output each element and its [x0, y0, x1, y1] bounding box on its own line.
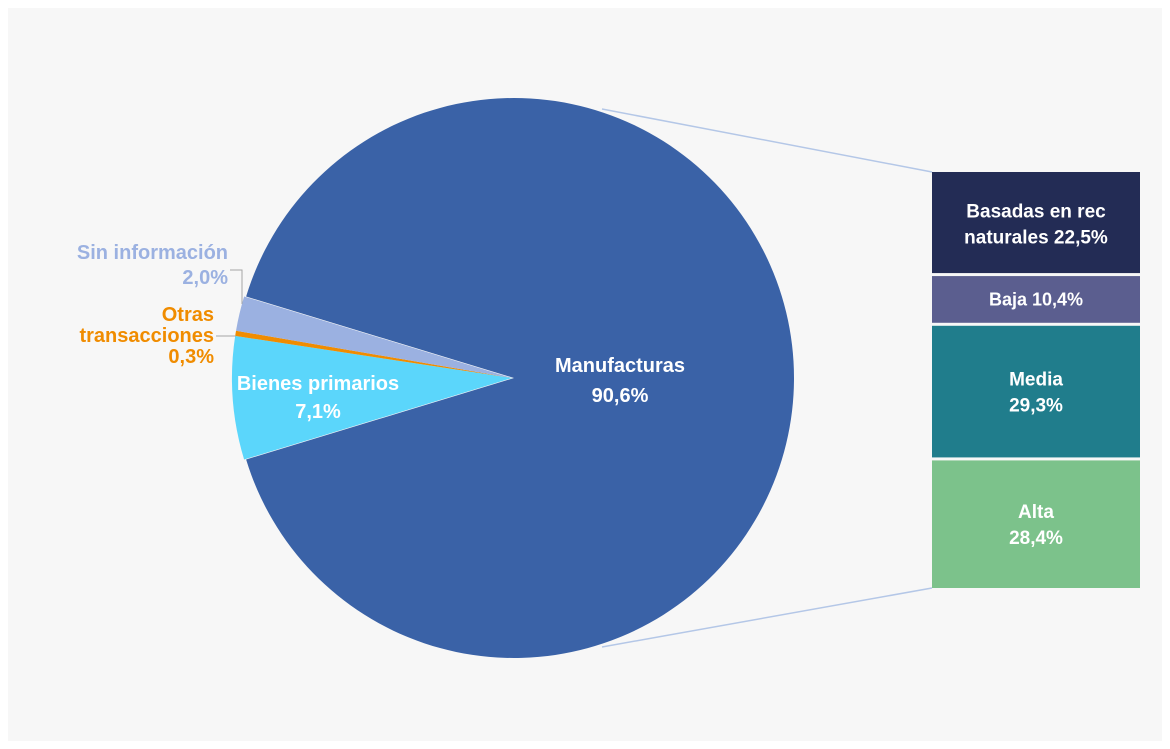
connector-line-top	[601, 108, 933, 173]
bar-segment-baja	[932, 276, 1140, 323]
pie-slice-bienes-primarios	[231, 335, 512, 460]
pie-label-manufacturas-name: Manufacturas	[555, 355, 685, 377]
pie-label-otras-transacciones-line2: transacciones	[79, 325, 214, 347]
pie-slice-manufacturas	[246, 97, 795, 658]
pie-label-otras-transacciones-value: 0,3%	[168, 346, 214, 368]
pie-slice-sin-informacion	[236, 296, 512, 378]
pie-label-sin-informacion-name: Sin información	[77, 242, 228, 264]
bar-label-alta-name: Alta	[1018, 502, 1054, 523]
chart-frame: Basadas en rec naturales 22,5% Baja 10,4% M…	[8, 8, 1162, 741]
pie-label-manufacturas-value: 90,6%	[592, 385, 649, 407]
pie-label-sin-informacion-value: 2,0%	[182, 267, 228, 289]
bar-segment-basadas-en-rec-naturales	[932, 172, 1140, 274]
bar-label-media-name: Media	[1009, 370, 1063, 391]
pie-slice-otras-transacciones	[235, 330, 513, 378]
pie-label-bienes-primarios-name: Bienes primarios	[237, 373, 399, 395]
bar-segment-media	[932, 325, 1140, 458]
leader-line-sin-informacion	[230, 269, 243, 304]
pie-label-bienes-primarios-value: 7,1%	[295, 401, 341, 423]
bar-segment-alta	[932, 460, 1140, 588]
bar-label-basadas-en-rec-naturales-line1: Basadas en rec	[966, 202, 1106, 223]
bar-label-alta-value: 28,4%	[1009, 528, 1063, 549]
bar-label-basadas-en-rec-naturales-line2: naturales 22,5%	[964, 228, 1108, 249]
pie-label-otras-transacciones-line1: Otras	[162, 304, 214, 326]
connector-line-bottom	[601, 587, 933, 648]
bar-of-pie-chart: Basadas en rec naturales 22,5% Baja 10,4% M…	[77, 97, 1140, 658]
bar-label-media-value: 29,3%	[1009, 396, 1063, 417]
bar-label-baja: Baja 10,4%	[989, 289, 1083, 309]
